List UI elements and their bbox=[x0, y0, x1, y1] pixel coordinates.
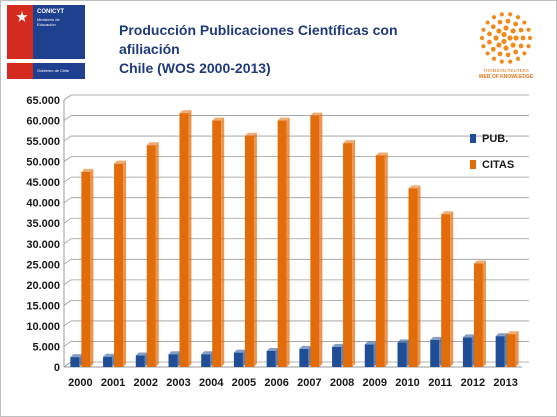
x-tick-label: 2013 bbox=[493, 377, 517, 389]
gridline-diag bbox=[63, 279, 72, 286]
logo-org: CONICYT bbox=[37, 9, 64, 15]
gridline-diag bbox=[63, 320, 72, 327]
x-tick-label: 2007 bbox=[297, 377, 321, 389]
y-tick-label: 0 bbox=[54, 362, 60, 374]
gridline-diag bbox=[63, 176, 72, 183]
y-tick-label: 15.000 bbox=[26, 300, 60, 312]
bar-citas bbox=[81, 168, 94, 367]
x-tick-label: 2003 bbox=[166, 377, 190, 389]
y-tick-label: 35.000 bbox=[26, 218, 60, 230]
y-tick-label: 40.000 bbox=[26, 198, 60, 210]
bar-citas bbox=[212, 117, 225, 368]
bar-citas bbox=[114, 160, 127, 367]
bar-pub bbox=[201, 351, 214, 367]
logo-gov: Gobierno de Chile bbox=[37, 68, 70, 73]
legend-label: CITAS bbox=[482, 159, 514, 171]
bar-pub bbox=[266, 347, 279, 367]
legend-swatch bbox=[470, 134, 476, 143]
bar-pub bbox=[299, 345, 312, 367]
bar-pub bbox=[233, 349, 246, 367]
bar-pub bbox=[397, 339, 410, 367]
wok-logo-line1: THOMSON REUTERS bbox=[483, 68, 529, 73]
y-tick-label: 45.000 bbox=[26, 177, 60, 189]
x-tick-label: 2010 bbox=[395, 377, 419, 389]
bar-pub bbox=[430, 336, 443, 367]
chart-title-line1: Producción Publicaciones Científicas con… bbox=[119, 22, 398, 57]
gridline-diag bbox=[63, 300, 72, 306]
logo-sub2: Educación bbox=[37, 22, 56, 27]
bar-citas bbox=[179, 110, 192, 367]
bar-citas bbox=[277, 117, 290, 368]
y-tick-label: 5.000 bbox=[32, 341, 60, 353]
x-tick-label: 2005 bbox=[232, 377, 256, 389]
star-icon bbox=[16, 11, 28, 22]
y-tick-label: 30.000 bbox=[26, 239, 60, 251]
bar-pub bbox=[168, 351, 181, 367]
bar-pub bbox=[495, 333, 508, 367]
x-tick-label: 2002 bbox=[134, 377, 158, 389]
y-tick-label: 20.000 bbox=[26, 280, 60, 292]
bar-pub bbox=[70, 354, 83, 367]
gridline-diag bbox=[63, 156, 72, 162]
legend-swatch bbox=[470, 160, 476, 169]
x-tick-label: 2008 bbox=[330, 377, 354, 389]
bar-citas bbox=[375, 152, 388, 367]
bar-citas bbox=[244, 132, 257, 367]
wok-logo-line2: WEB OF KNOWLEDGE bbox=[478, 74, 534, 80]
gridline-diag bbox=[63, 94, 72, 101]
bar-pub bbox=[135, 352, 148, 367]
bar-pub bbox=[332, 343, 345, 367]
x-tick-label: 2004 bbox=[199, 377, 224, 389]
x-tick-label: 2009 bbox=[363, 377, 387, 389]
y-tick-label: 60.000 bbox=[26, 116, 60, 128]
chart-title-line2: Chile (WOS 2000-2013) bbox=[119, 60, 271, 76]
gridline-diag bbox=[63, 197, 72, 204]
bar-citas bbox=[146, 142, 159, 367]
x-tick-label: 2000 bbox=[68, 377, 92, 389]
x-tick-label: 2001 bbox=[101, 377, 125, 389]
legend-label: PUB. bbox=[482, 133, 508, 145]
bar-pub bbox=[364, 341, 377, 367]
x-tick-label: 2011 bbox=[428, 377, 452, 389]
gridline-diag bbox=[63, 238, 72, 245]
x-tick-label: 2012 bbox=[461, 377, 485, 389]
chart-title: Producción Publicaciones Científicas con… bbox=[119, 21, 449, 78]
gridline-diag bbox=[63, 341, 72, 347]
bar-pub bbox=[103, 353, 116, 367]
bar-pub bbox=[462, 334, 475, 367]
gridline-diag bbox=[63, 258, 72, 265]
bar-citas bbox=[506, 331, 519, 367]
y-tick-label: 55.000 bbox=[26, 136, 60, 148]
logo-sub1: Ministerio de bbox=[37, 17, 60, 22]
y-tick-label: 10.000 bbox=[26, 321, 60, 333]
bar-citas bbox=[343, 140, 356, 367]
conicyt-logo: CONICYT Ministerio de Educación Gobierno… bbox=[7, 5, 85, 79]
y-tick-label: 65.000 bbox=[26, 95, 60, 107]
wok-dots-icon bbox=[479, 12, 533, 64]
x-tick-label: 2006 bbox=[264, 377, 288, 389]
bar-citas bbox=[441, 211, 454, 367]
bar-citas bbox=[310, 112, 323, 368]
gridline-diag bbox=[63, 115, 72, 121]
web-of-knowledge-logo: THOMSON REUTERS WEB OF KNOWLEDGE bbox=[461, 9, 551, 93]
gridline-diag bbox=[63, 217, 72, 224]
gridline-diag bbox=[63, 361, 72, 368]
gridline-diag bbox=[63, 135, 72, 142]
bar-citas bbox=[473, 260, 486, 367]
bar-citas bbox=[408, 185, 421, 367]
y-tick-label: 25.000 bbox=[26, 259, 60, 271]
y-tick-label: 50.000 bbox=[26, 157, 60, 169]
